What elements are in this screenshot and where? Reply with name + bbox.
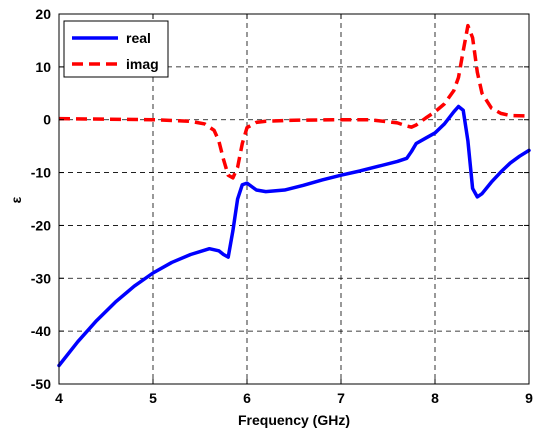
legend-box — [63, 20, 169, 78]
y-tick-label: -30 — [31, 270, 51, 286]
y-tick-label: -40 — [31, 323, 51, 339]
series-line-real — [57, 104, 531, 368]
y-axis-ticks: -50 -40 -30 -20 -10 0 10 20 — [31, 6, 529, 392]
plot-frame — [58, 13, 530, 385]
x-tick-label: 7 — [337, 390, 345, 406]
legend-label-real: real — [126, 30, 151, 46]
x-tick-label: 4 — [55, 390, 63, 406]
x-axis-label: Frequency (GHz) — [238, 412, 350, 428]
y-axis-label: ε — [8, 196, 24, 203]
y-tick-label: 20 — [35, 6, 51, 22]
series-line-imag — [58, 23, 530, 180]
y-tick-label: 0 — [43, 112, 51, 128]
x-tick-label: 6 — [243, 390, 251, 406]
legend: real imag — [63, 20, 169, 78]
legend-label-imag: imag — [126, 56, 159, 72]
y-tick-label: 10 — [35, 59, 51, 75]
y-tick-label: -10 — [31, 165, 51, 181]
y-tick-label: -50 — [31, 376, 51, 392]
series-layer — [57, 23, 531, 368]
x-tick-label: 5 — [149, 390, 157, 406]
y-tick-label: -20 — [31, 217, 51, 233]
x-tick-label: 9 — [525, 390, 533, 406]
x-axis-ticks: 4 5 6 7 8 9 — [55, 14, 533, 406]
x-tick-label: 8 — [431, 390, 439, 406]
